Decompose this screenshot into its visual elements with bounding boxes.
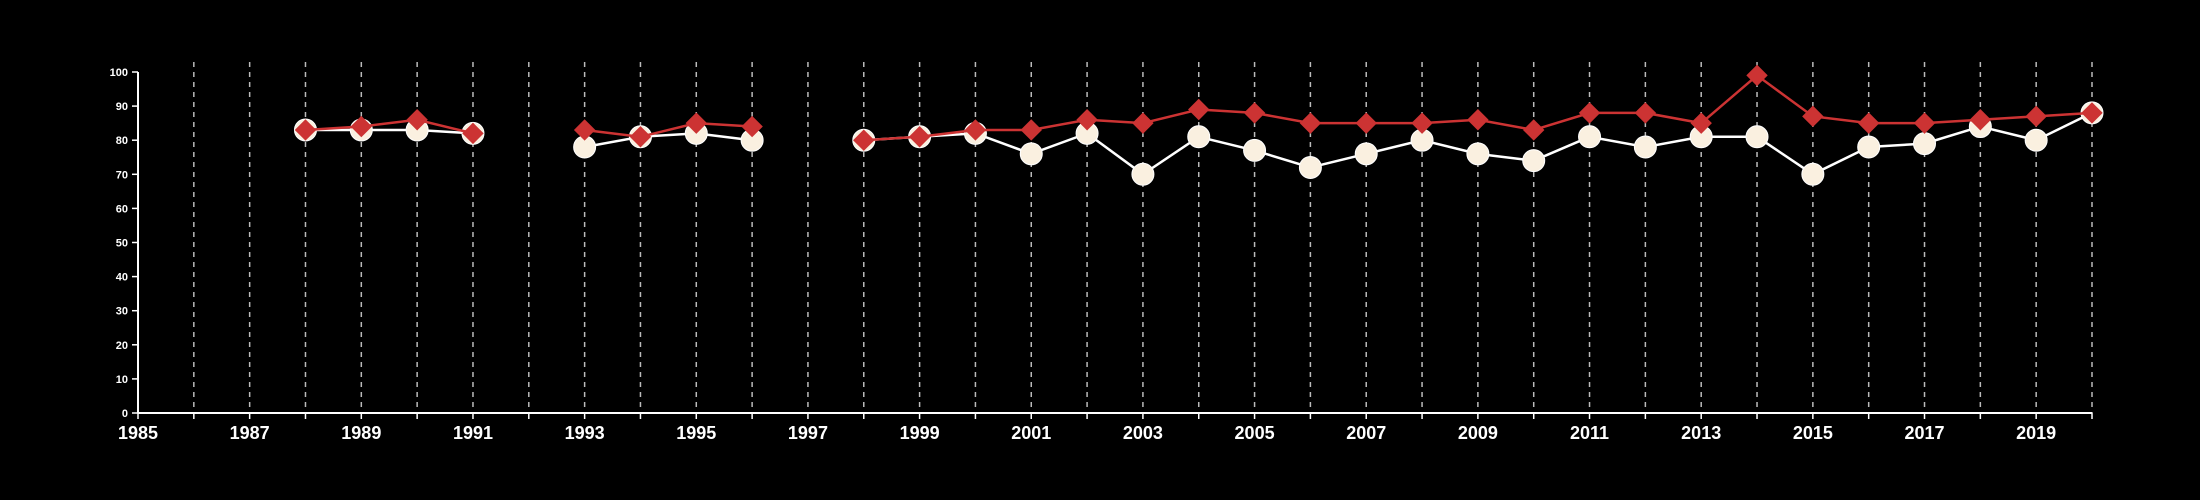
series-layer xyxy=(293,64,2104,186)
point-diamond-1990 xyxy=(406,109,428,131)
point-circle-2004 xyxy=(1187,125,1211,149)
y-tick-label-100: 100 xyxy=(110,67,128,79)
point-diamond-1995 xyxy=(685,112,707,134)
point-circle-2016 xyxy=(1857,135,1881,159)
y-tick-label-30: 30 xyxy=(116,306,128,318)
y-tick-label-0: 0 xyxy=(122,408,128,420)
point-diamond-2002 xyxy=(1076,109,1098,131)
x-tick-label-2003: 2003 xyxy=(1123,423,1163,443)
point-diamond-1989 xyxy=(350,115,373,138)
x-tick-label-1997: 1997 xyxy=(788,423,828,443)
point-diamond-2007 xyxy=(1355,112,1377,134)
point-diamond-2020 xyxy=(2081,102,2103,124)
point-circle-2001 xyxy=(1019,142,1043,166)
point-diamond-2006 xyxy=(1299,112,1322,134)
point-diamond-2005 xyxy=(1243,102,1266,124)
point-diamond-2009 xyxy=(1467,109,1489,131)
point-diamond-2012 xyxy=(1634,102,1657,124)
point-diamond-2019 xyxy=(2025,105,2047,128)
x-tick-label-2013: 2013 xyxy=(1681,423,1721,443)
point-diamond-2008 xyxy=(1411,112,1433,134)
point-diamond-2013 xyxy=(1690,112,1712,134)
point-circle-2010 xyxy=(1522,149,1546,173)
point-circle-2005 xyxy=(1243,138,1267,162)
x-tick-label-1993: 1993 xyxy=(565,423,605,443)
x-tick-label-1987: 1987 xyxy=(230,423,270,443)
x-tick-label-2009: 2009 xyxy=(1458,423,1498,443)
x-tick-label-2019: 2019 xyxy=(2016,423,2056,443)
x-tick-label-1985: 1985 xyxy=(118,423,158,443)
point-circle-2011 xyxy=(1578,125,1602,149)
y-tick-label-70: 70 xyxy=(116,169,128,181)
y-tick-label-40: 40 xyxy=(116,272,128,284)
grid-layer xyxy=(193,62,2093,413)
series-circle-line-segment-1 xyxy=(584,132,753,149)
point-diamond-1988 xyxy=(294,119,317,141)
series-circle-line-segment-0 xyxy=(305,128,474,135)
x-tick-label-2015: 2015 xyxy=(1793,423,1833,443)
y-tick-label-60: 60 xyxy=(116,203,128,215)
point-diamond-2015 xyxy=(1802,105,1824,128)
series-diamond-line-segment-1 xyxy=(584,121,753,139)
point-diamond-1996 xyxy=(741,115,763,138)
y-tick-label-90: 90 xyxy=(116,101,128,113)
x-tick-label-1999: 1999 xyxy=(900,423,940,443)
x-tick-label-2005: 2005 xyxy=(1235,423,1275,443)
axis-layer: 0 10 20 30 40 50 60 70 80 90 100 1985 1987 1989 1991 19… xyxy=(110,67,2093,443)
point-diamond-2000 xyxy=(964,119,987,141)
point-diamond-1991 xyxy=(462,122,484,145)
point-diamond-1998 xyxy=(853,129,875,151)
point-diamond-2018 xyxy=(1969,109,1992,131)
point-diamond-2011 xyxy=(1578,102,1601,124)
point-circle-2003 xyxy=(1131,162,1155,186)
series-diamond xyxy=(294,64,2103,151)
point-diamond-1999 xyxy=(908,126,931,148)
x-tick-label-2007: 2007 xyxy=(1346,423,1386,443)
point-circle-2015 xyxy=(1801,162,1825,186)
series-diamond-line-segment-0 xyxy=(305,118,474,135)
point-diamond-2010 xyxy=(1523,119,1545,141)
point-diamond-2014 xyxy=(1746,64,1768,87)
y-tick-label-50: 50 xyxy=(116,238,128,250)
y-tick-label-20: 20 xyxy=(116,340,128,352)
point-circle-2009 xyxy=(1466,142,1490,166)
point-circle-2012 xyxy=(1633,135,1657,159)
point-diamond-1993 xyxy=(573,119,596,141)
x-tick-label-1989: 1989 xyxy=(341,423,381,443)
x-tick-label-2017: 2017 xyxy=(1904,423,1944,443)
y-tick-label-10: 10 xyxy=(116,374,128,386)
point-diamond-2004 xyxy=(1188,98,1210,121)
point-diamond-2016 xyxy=(1857,112,1880,134)
point-diamond-2017 xyxy=(1913,112,1936,134)
point-circle-2007 xyxy=(1354,142,1378,166)
x-tick-label-2011: 2011 xyxy=(1570,423,1609,443)
point-diamond-1994 xyxy=(629,126,652,148)
point-circle-2017 xyxy=(1913,132,1937,156)
x-tick-label-2001: 2001 xyxy=(1011,423,1051,443)
point-diamond-2001 xyxy=(1020,119,1042,141)
point-diamond-2003 xyxy=(1132,112,1154,134)
point-circle-2019 xyxy=(2024,128,2048,152)
y-tick-label-80: 80 xyxy=(116,135,128,147)
x-tick-label-1991: 1991 xyxy=(453,423,493,443)
x-tick-label-1995: 1995 xyxy=(676,423,716,443)
point-circle-2006 xyxy=(1298,155,1322,179)
point-circle-2014 xyxy=(1745,125,1769,149)
